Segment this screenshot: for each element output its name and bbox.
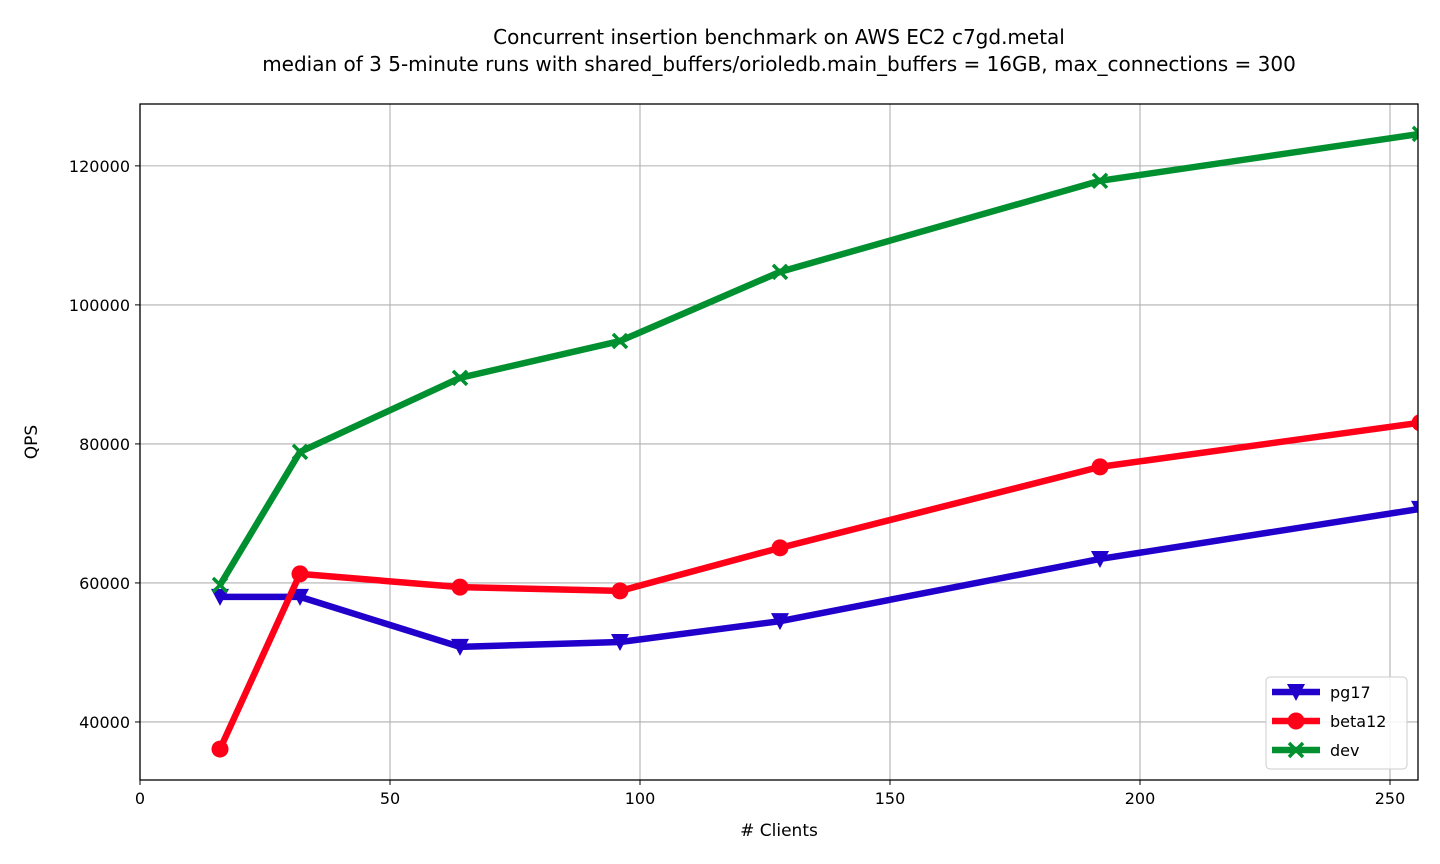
x-tick-label: 50: [380, 789, 400, 808]
legend-label-beta12: beta12: [1330, 712, 1386, 731]
chart-title: Concurrent insertion benchmark on AWS EC…: [493, 25, 1065, 49]
x-tick-label: 100: [625, 789, 656, 808]
series-beta12: [211, 414, 1418, 758]
data-point-beta12: [451, 578, 469, 596]
legend-marker-dev: [1287, 741, 1305, 759]
series-pg17: [211, 500, 1418, 656]
y-tick-label: 80000: [79, 435, 130, 454]
data-point-beta12: [1411, 414, 1418, 431]
grid: [139, 104, 1418, 780]
data-point-dev: [1091, 172, 1109, 190]
series-line-pg17: [220, 505, 1418, 651]
legend: pg17 beta12 dev: [1265, 676, 1408, 770]
data-point-pg17: [1091, 550, 1109, 568]
data-point-pg17: [771, 613, 789, 631]
ticks: 0 50 100 150 200 250 40000 60000 80000 100000 1200…: [69, 157, 1405, 808]
data-point-beta12: [291, 565, 309, 583]
data-point-dev: [291, 443, 309, 461]
data-point-beta12: [211, 740, 229, 758]
legend-label-pg17: pg17: [1330, 683, 1371, 702]
y-tick-label: 100000: [69, 296, 130, 315]
series-line-beta12: [217, 419, 1418, 751]
data-point-pg17: [291, 588, 309, 606]
y-tick-label: 120000: [69, 157, 130, 176]
legend-marker-beta12: [1287, 712, 1305, 730]
y-axis-label: QPS: [22, 425, 42, 459]
x-tick-label: 150: [875, 789, 906, 808]
chart-subtitle: median of 3 5-minute runs with shared_bu…: [262, 52, 1296, 76]
legend-label-dev: dev: [1330, 741, 1359, 760]
data-point-dev: [611, 332, 629, 350]
x-tick-label: 200: [1125, 789, 1156, 808]
data-point-pg17: [611, 634, 629, 652]
x-tick-label: 0: [135, 789, 145, 808]
series-group: [211, 125, 1418, 758]
y-tick-label: 40000: [79, 713, 130, 732]
x-axis-label: # Clients: [740, 821, 818, 841]
series-line-dev: [217, 130, 1418, 587]
y-tick-label: 60000: [79, 574, 130, 593]
x-tick-label: 250: [1375, 789, 1406, 808]
data-point-dev: [211, 576, 229, 594]
data-point-beta12: [611, 582, 629, 600]
data-point-dev: [451, 369, 469, 387]
legend-marker-pg17: [1287, 684, 1305, 701]
series-dev: [211, 125, 1418, 594]
plot-frame: [139, 103, 1419, 781]
data-point-dev: [771, 263, 789, 281]
data-point-pg17: [211, 588, 229, 606]
data-point-dev: [1411, 125, 1418, 143]
data-point-beta12: [1091, 458, 1109, 476]
data-point-beta12: [771, 539, 789, 557]
data-point-pg17: [1411, 500, 1418, 515]
data-point-pg17: [451, 638, 469, 656]
